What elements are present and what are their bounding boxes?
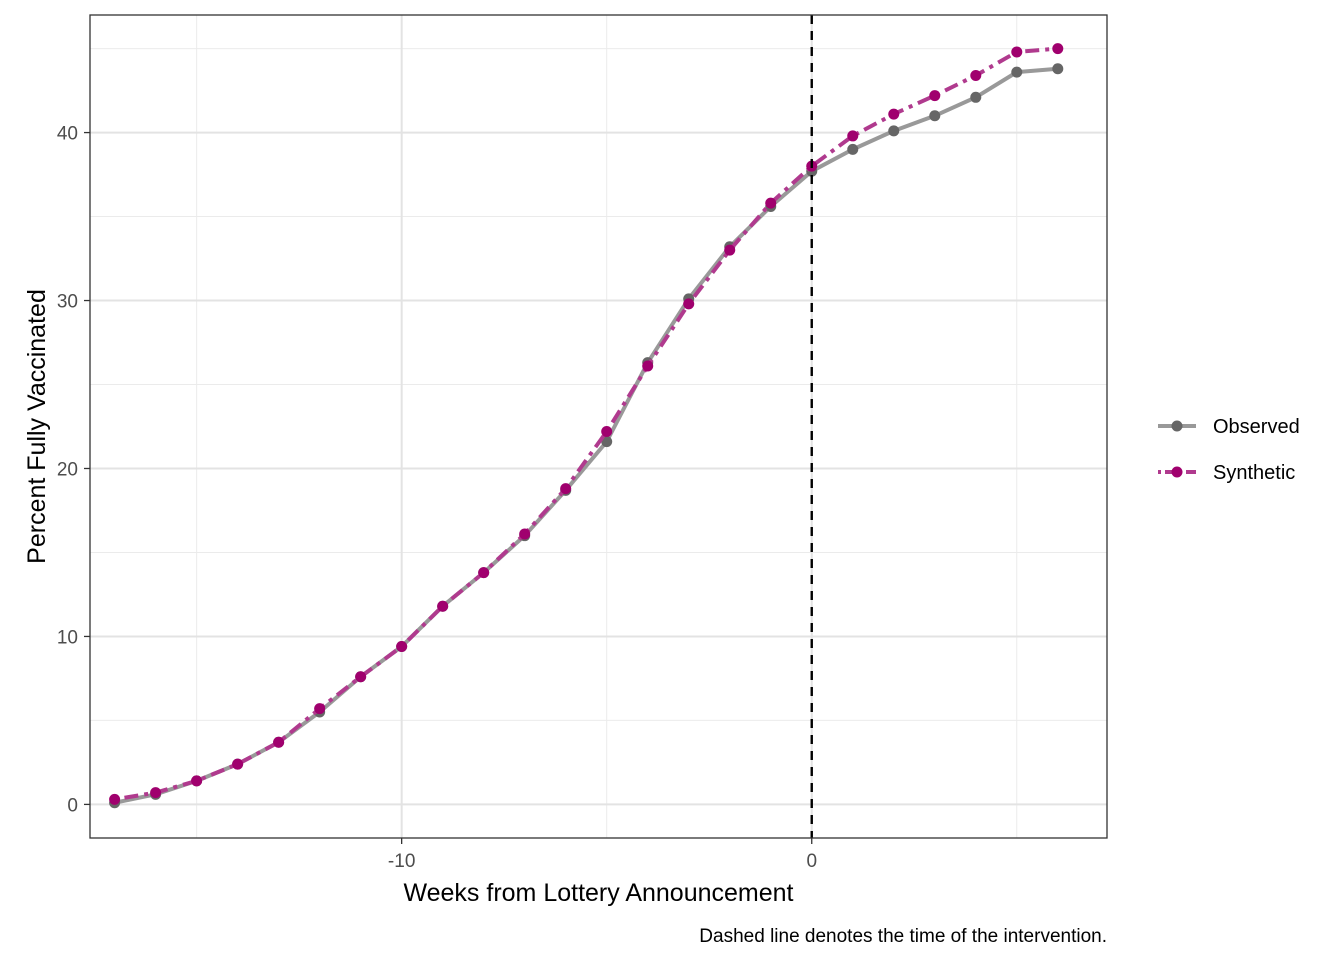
legend-key-point xyxy=(1171,420,1183,432)
y-tick-label: 40 xyxy=(57,124,78,145)
data-point xyxy=(601,436,613,448)
legend-label: Synthetic xyxy=(1213,462,1295,484)
data-point xyxy=(1052,43,1064,55)
data-point xyxy=(314,703,326,715)
series-synthetic xyxy=(109,43,1064,805)
data-point xyxy=(929,110,941,122)
legend-item-observed: Observed xyxy=(1158,416,1300,438)
data-point xyxy=(929,90,941,102)
legend-label: Observed xyxy=(1213,416,1300,438)
y-axis-title: Percent Fully Vaccinated xyxy=(23,289,51,564)
data-point xyxy=(191,775,203,787)
data-point xyxy=(1011,46,1023,58)
data-point xyxy=(765,197,777,209)
axis-ticks xyxy=(84,131,813,844)
data-point xyxy=(273,736,285,748)
data-point xyxy=(232,758,244,770)
chart-caption: Dashed line denotes the time of the inte… xyxy=(699,926,1107,947)
series-layer xyxy=(109,43,1064,809)
x-tick-label: 0 xyxy=(806,851,817,872)
data-point xyxy=(560,483,572,495)
x-tick-label: -10 xyxy=(388,851,415,872)
minor-gridlines xyxy=(90,15,1107,838)
data-point xyxy=(1052,63,1064,75)
y-tick-labels: 0 10 20 30 40 xyxy=(57,124,78,817)
data-point xyxy=(888,125,900,137)
legend-item-synthetic: Synthetic xyxy=(1158,462,1295,484)
data-point xyxy=(109,793,121,805)
data-point xyxy=(847,130,859,142)
series-line-synthetic xyxy=(114,46,1058,802)
data-point xyxy=(150,787,162,799)
data-point xyxy=(396,641,408,653)
legend-key-point xyxy=(1171,466,1183,478)
y-tick-label: 10 xyxy=(57,627,78,648)
data-point xyxy=(970,69,982,81)
data-point xyxy=(1011,66,1023,78)
data-point xyxy=(888,108,900,120)
data-point xyxy=(642,360,654,372)
data-point xyxy=(519,528,531,540)
y-tick-label: 20 xyxy=(57,459,78,480)
data-point xyxy=(970,91,982,103)
legend: Observed Synthetic xyxy=(1158,416,1300,484)
data-point xyxy=(437,600,449,612)
data-point xyxy=(601,426,613,438)
data-point xyxy=(355,671,367,683)
panel-border xyxy=(89,14,1108,839)
y-tick-label: 0 xyxy=(67,795,78,816)
y-tick-label: 30 xyxy=(57,292,78,313)
x-tick-labels: -10 0 xyxy=(388,851,817,872)
data-point xyxy=(478,567,490,579)
data-point xyxy=(847,143,859,155)
data-point xyxy=(724,244,736,256)
data-point xyxy=(683,298,695,310)
major-gridlines xyxy=(90,15,1107,838)
x-axis-title: Weeks from Lottery Announcement xyxy=(403,879,793,907)
